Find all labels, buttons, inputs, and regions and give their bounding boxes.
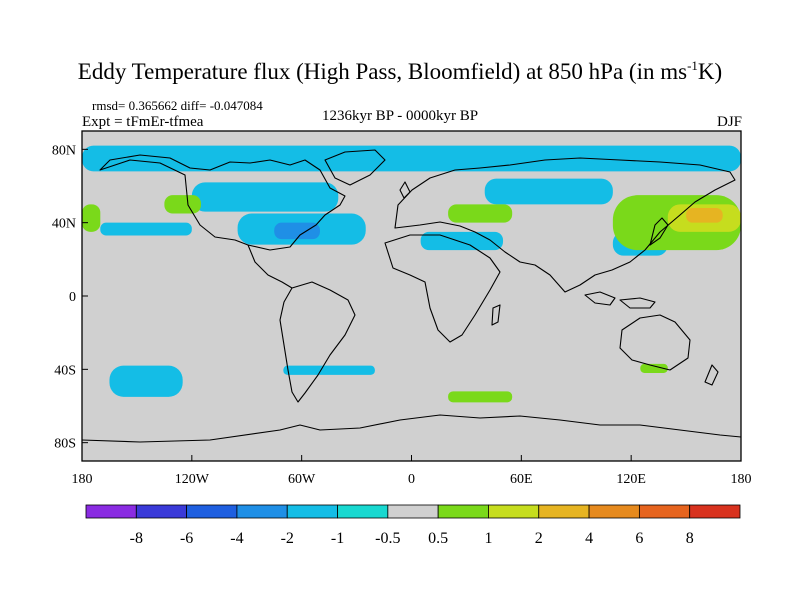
lon-tick-label-4: 60E [510,472,533,487]
colorbar-label-11: 8 [686,530,694,547]
season-label: DJF [716,114,742,130]
coastline-eurasia [394,157,736,293]
experiment-label: Expt = tFmEr-tfmea [82,114,204,130]
coastline-madagascar [491,304,501,326]
flux-region-4 [191,182,339,212]
colorbar-swatch-7 [437,504,489,519]
chart-title-superscript: -1 [687,58,698,73]
flux-region-10 [82,204,101,232]
colorbar-swatch-12 [689,504,741,519]
flux-region-0 [82,145,741,172]
chart-title: Eddy Temperature flux (High Pass, Bloomf… [0,58,800,85]
lon-tick-label-3: 0 [408,472,415,487]
colorbar-label-5: -0.5 [375,530,400,547]
flux-region-17 [640,363,668,373]
map-background [82,131,741,461]
colorbar-label-8: 2 [535,530,543,547]
period-label: 1236kyr BP - 0000kyr BP [321,108,479,124]
colorbar-label-7: 1 [484,530,492,547]
colorbar-swatch-5 [337,504,389,519]
colorbar-label-10: 6 [635,530,643,547]
lat-tick-label-4: 80S [54,437,76,452]
coastline-antarctica [82,414,741,443]
coastline-central-america [247,244,293,289]
colorbar-label-0: -8 [130,530,143,547]
lon-tick-label-0: 180 [72,472,93,487]
colorbar-swatch-0 [85,504,137,519]
flux-region-12 [448,204,513,223]
lat-tick-label-1: 40N [52,217,76,232]
colorbar-label-1: -6 [180,530,193,547]
flux-region-3 [274,222,320,240]
colorbar-label-9: 4 [585,530,593,547]
lon-tick-label-5: 120E [616,472,646,487]
lat-tick-label-3: 40S [54,363,76,378]
colorbar-swatch-9 [538,504,590,519]
coastline-japan [649,217,669,246]
coastline-australia [619,314,691,371]
rmsd-diff-text: rmsd= 0.365662 diff= -0.047084 [92,98,263,113]
colorbar-label-6: 0.5 [428,530,448,547]
lon-tick-label-2: 60W [288,472,316,487]
coastline-new-zealand [704,364,719,386]
flux-region-5 [283,365,375,375]
map-axes: 180 120W 60W 0 60E 120E 180 80N 40N 0 40S 80S [52,143,752,487]
coastline-africa [384,234,501,343]
colorbar-swatch-8 [488,504,540,519]
flux-region-15 [686,208,723,223]
colorbar-swatch-4 [286,504,338,519]
chart-title-main: Eddy Temperature flux (High Pass, Bloomf… [77,59,688,84]
coastline-north-america [99,154,346,251]
flux-region-8 [484,178,613,205]
coastline-greenland [324,149,386,186]
lat-tick-label-0: 80N [52,143,76,158]
colorbar-swatch-11 [638,504,691,519]
colorbar-label-2: -4 [230,530,243,547]
flux-regions [82,145,741,403]
flux-region-16 [448,391,513,403]
colorbar-swatch-10 [588,504,640,519]
coastline-south-america [279,281,356,403]
colorbar: -8 -6 -4 -2 -1 -0.5 0.5 1 2 4 6 8 [85,504,741,547]
colorbar-swatch-1 [135,504,188,519]
colorbar-label-4: -1 [331,530,344,547]
colorbar-label-3: -2 [281,530,294,547]
lon-tick-label-6: 180 [731,472,752,487]
coastlines [82,149,741,443]
coastline-indonesia [584,291,656,309]
flux-region-6 [109,365,183,397]
colorbar-swatch-3 [236,504,288,519]
lat-tick-label-2: 0 [69,290,76,305]
chart-title-end: K) [697,59,723,84]
flux-region-1 [100,222,192,236]
flux-region-11 [164,195,201,214]
lon-tick-label-1: 120W [175,472,210,487]
coastline-uk [399,181,411,199]
colorbar-swatch-6 [387,504,439,519]
colorbar-swatch-2 [186,504,238,519]
